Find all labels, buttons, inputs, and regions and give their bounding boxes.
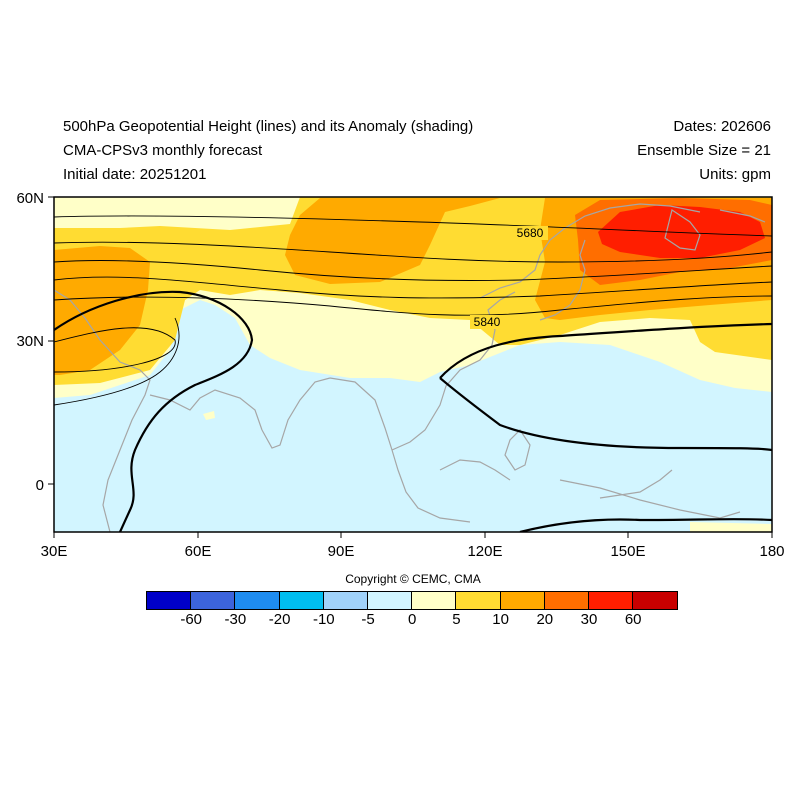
colorbar-swatch xyxy=(191,592,236,609)
initial-date: Initial date: 20251201 xyxy=(63,166,207,183)
colorbar-label: 5 xyxy=(452,611,461,628)
colorbar-swatch xyxy=(412,592,457,609)
colorbar-swatch xyxy=(633,592,678,609)
lon-label-180: 180 xyxy=(759,543,784,560)
colorbar-label: -60 xyxy=(180,611,203,628)
colorbar-label: -30 xyxy=(224,611,247,628)
map-plot: 60N 30N 0 30E 60E 90E 120E 150E 180 5680… xyxy=(16,190,784,560)
lat-label-0: 0 xyxy=(36,477,44,494)
plot-frame xyxy=(53,196,773,533)
contour-label-5840: 5840 xyxy=(474,315,501,329)
anomaly-shading xyxy=(54,197,772,532)
units-label: Units: gpm xyxy=(699,166,771,183)
model-name: CMA-CPSv3 monthly forecast xyxy=(63,142,263,159)
colorbar-swatch xyxy=(456,592,501,609)
contour-label-bg xyxy=(470,315,505,329)
lon-label-150e: 150E xyxy=(610,543,645,560)
colorbar-swatch xyxy=(500,592,545,609)
colorbar xyxy=(146,591,679,610)
colorbar-swatch xyxy=(235,592,280,609)
colorbar-swatch xyxy=(323,592,368,609)
contour-label-bg xyxy=(513,226,548,240)
axis-labels: 60N 30N 0 30E 60E 90E 120E 150E 180 xyxy=(16,190,784,560)
copyright-text: Copyright © CEMC, CMA xyxy=(345,572,481,586)
lat-label-30n: 30N xyxy=(16,333,44,350)
lon-label-120e: 120E xyxy=(467,543,502,560)
ensemble-size: Ensemble Size = 21 xyxy=(637,142,771,159)
colorbar-swatch xyxy=(279,592,324,609)
colorbar-swatch xyxy=(544,592,589,609)
contour-5880 xyxy=(54,290,772,532)
colorbar-label: -5 xyxy=(361,611,375,628)
contour-labels: 5680 5840 xyxy=(470,226,548,329)
colorbar-label: 20 xyxy=(536,611,554,628)
coastlines xyxy=(54,203,766,532)
colorbar-swatch xyxy=(588,592,634,609)
forecast-dates: Dates: 202606 xyxy=(673,118,771,135)
lon-label-60e: 60E xyxy=(185,543,212,560)
chart-title: 500hPa Geopotential Height (lines) and i… xyxy=(63,118,474,135)
colorbar-label: -10 xyxy=(312,611,335,628)
colorbar-label: 0 xyxy=(408,611,417,628)
colorbar-swatch xyxy=(367,592,413,609)
colorbar-swatch xyxy=(147,592,192,609)
lon-label-90e: 90E xyxy=(328,543,355,560)
contour-label-5680: 5680 xyxy=(517,226,544,240)
lat-label-60n: 60N xyxy=(16,190,44,207)
colorbar-label: 10 xyxy=(492,611,509,628)
colorbar-label: -20 xyxy=(268,611,291,628)
colorbar-label: 60 xyxy=(624,611,642,628)
height-contours xyxy=(54,215,772,406)
axis-ticks xyxy=(48,196,773,538)
colorbar-label: 30 xyxy=(580,611,598,628)
lon-label-30e: 30E xyxy=(41,543,68,560)
